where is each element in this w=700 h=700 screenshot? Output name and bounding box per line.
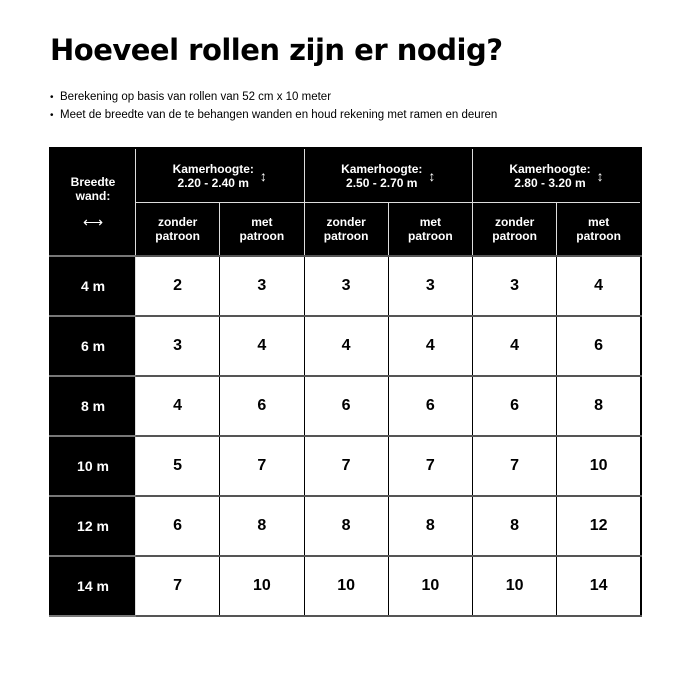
rolls-cell: 6	[387, 375, 474, 437]
rolls-cell: 10	[303, 555, 389, 617]
rolls-cell: 3	[303, 255, 389, 317]
rolls-cell: 4	[387, 315, 474, 377]
group-header: Kamerhoogte: 2.80 - 3.20 m ↕	[472, 148, 641, 203]
rolls-cell: 6	[134, 495, 221, 557]
rolls-cell: 6	[303, 375, 389, 437]
rolls-cell: 4	[303, 315, 389, 377]
subheader-label: zonder	[326, 215, 366, 229]
rolls-cell: 3	[219, 255, 305, 317]
group-header: Kamerhoogte: 2.50 - 2.70 m ↕	[303, 148, 473, 203]
info-bullet: Meet de breedte van de te behangen wande…	[50, 106, 497, 124]
row-header-width: 14 m	[50, 555, 136, 617]
subheader-label: zonder	[157, 215, 198, 229]
rolls-cell: 8	[556, 375, 642, 437]
rolls-cell: 6	[219, 375, 305, 437]
rolls-cell: 7	[303, 435, 389, 497]
group-label: Kamerhoogte:	[509, 161, 591, 176]
group-header: Kamerhoogte: 2.20 - 2.40 m ↕	[135, 148, 305, 203]
rolls-cell: 10	[556, 435, 642, 497]
rolls-cell: 14	[556, 555, 642, 617]
group-range: 2.20 - 2.40 m	[177, 175, 249, 190]
subheader-label: patroon	[492, 229, 537, 243]
rolls-cell: 3	[134, 315, 221, 377]
subheader-met-patroon: met patroon	[387, 202, 474, 257]
subheader-label: patroon	[239, 229, 285, 243]
corner-label: Breedte	[70, 175, 116, 189]
group-range: 2.80 - 3.20 m	[514, 175, 586, 190]
rolls-cell: 7	[219, 435, 305, 497]
row-header-width: 6 m	[50, 315, 136, 377]
rolls-cell: 8	[219, 495, 305, 557]
rolls-cell: 3	[387, 255, 474, 317]
subheader-label: met	[419, 215, 442, 229]
rolls-cell: 6	[556, 315, 642, 377]
rolls-cell: 6	[471, 375, 558, 437]
subheader-label: patroon	[408, 229, 453, 243]
rolls-cell: 2	[134, 255, 221, 317]
row-header-width: 12 m	[50, 495, 136, 557]
group-label: Kamerhoogte:	[341, 161, 423, 176]
group-range: 2.50 - 2.70 m	[346, 175, 418, 190]
info-list: Berekening op basis van rollen van 52 cm…	[50, 88, 497, 124]
rolls-cell: 8	[303, 495, 389, 557]
rolls-cell: 3	[471, 255, 558, 317]
vertical-double-arrow-icon: ↕	[428, 167, 436, 184]
subheader-label: patroon	[155, 229, 200, 243]
rolls-cell: 8	[387, 495, 474, 557]
rolls-table: Breedte wand: ⟷ Kamerhoogte: 2.20 - 2.40 …	[49, 147, 642, 617]
table-row: 10 m 5 7 7 7 7 10	[50, 435, 642, 497]
rolls-cell: 10	[219, 555, 305, 617]
page-title: Hoeveel rollen zijn er nodig?	[50, 33, 503, 67]
table-row: 12 m 6 8 8 8 8 12	[50, 495, 642, 557]
rolls-cell: 4	[556, 255, 642, 317]
table-row: 14 m 7 10 10 10 10 14	[50, 555, 642, 617]
rolls-cell: 5	[134, 435, 221, 497]
subheader-zonder-patroon: zonder patroon	[134, 202, 221, 257]
corner-label: wand:	[75, 189, 111, 203]
rolls-cell: 8	[471, 495, 558, 557]
subheader-met-patroon: met patroon	[556, 202, 642, 257]
subheader-label: zonder	[494, 215, 535, 229]
rolls-cell: 10	[471, 555, 558, 617]
info-bullet: Berekening op basis van rollen van 52 cm…	[50, 88, 497, 106]
vertical-double-arrow-icon: ↕	[259, 167, 267, 184]
rolls-cell: 4	[471, 315, 558, 377]
rolls-cell: 4	[219, 315, 305, 377]
rolls-cell: 7	[134, 555, 221, 617]
rolls-cell: 12	[556, 495, 642, 557]
subheader-met-patroon: met patroon	[219, 202, 305, 257]
row-header-width: 4 m	[50, 255, 136, 317]
subheader-label: met	[587, 215, 610, 229]
row-header-width: 8 m	[50, 375, 136, 437]
horizontal-double-arrow-icon: ⟷	[82, 214, 104, 230]
subheader-label: patroon	[576, 229, 621, 243]
rolls-cell: 4	[134, 375, 221, 437]
subheader-zonder-patroon: zonder patroon	[471, 202, 558, 257]
rolls-cell: 10	[387, 555, 474, 617]
row-header-width: 10 m	[50, 435, 136, 497]
rolls-cell: 7	[471, 435, 558, 497]
subheader-label: met	[251, 215, 273, 229]
subheader-zonder-patroon: zonder patroon	[303, 202, 389, 257]
corner-header: Breedte wand: ⟷	[50, 148, 136, 257]
subheader-label: patroon	[323, 229, 369, 243]
rolls-cell: 7	[387, 435, 474, 497]
group-label: Kamerhoogte:	[172, 161, 254, 176]
vertical-double-arrow-icon: ↕	[596, 167, 604, 184]
